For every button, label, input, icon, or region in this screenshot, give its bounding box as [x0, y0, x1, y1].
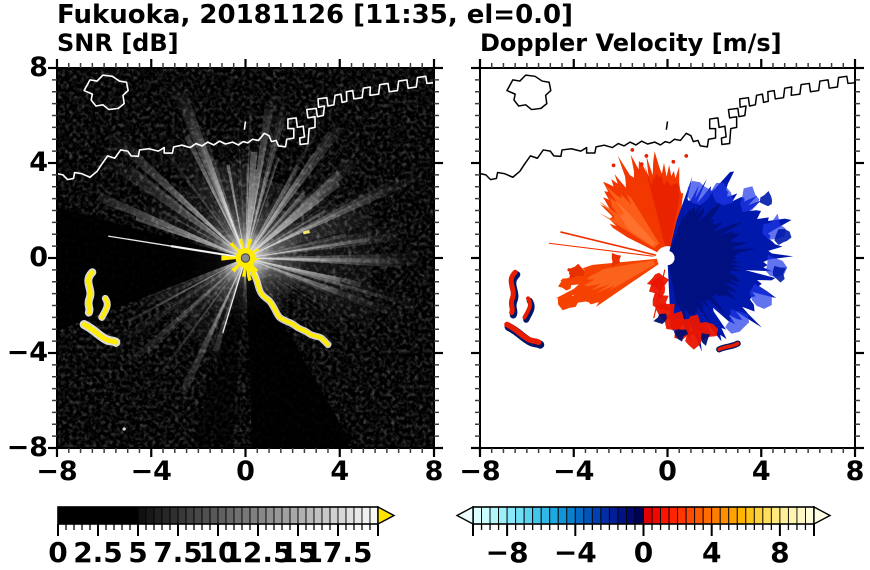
panel-title-snr: SNR [dB]	[57, 29, 179, 57]
dop-x-tick-label--8: −8	[459, 456, 501, 487]
snr-x-tick-label--4: −4	[130, 456, 172, 487]
radar-site-dot	[240, 253, 251, 263]
snr-radar-image	[57, 68, 434, 448]
dop-x-tick-label-8: 8	[845, 456, 865, 487]
snr-colorbar-label-0: 0	[48, 536, 68, 569]
panel-title-doppler: Doppler Velocity [m/s]	[480, 29, 782, 57]
snr-colorbar-label-17.5: 17.5	[303, 536, 373, 569]
dop-x-tick-label-0: 0	[658, 456, 677, 487]
y-tick-label--8: −8	[6, 432, 48, 463]
snr-colorbar-label-2.5: 2.5	[73, 536, 123, 569]
snr-x-tick-label-8: 8	[424, 456, 444, 487]
dop-x-tick-label-4: 4	[751, 456, 771, 487]
snr-colorbar-label-12.5: 12.5	[223, 536, 293, 569]
doppler-panel	[471, 59, 864, 457]
doppler-colorbar-label-4: 4	[701, 536, 722, 569]
snr-x-tick-label--8: −8	[36, 456, 78, 487]
y-tick-label-0: 0	[29, 242, 48, 273]
doppler-colorbar-label-−4: −4	[553, 536, 597, 569]
snr-x-tick-label-0: 0	[236, 456, 255, 487]
snr-panel	[48, 59, 443, 457]
doppler-colorbar-label-8: 8	[770, 536, 790, 569]
snr-colorbar-label-15: 15	[278, 536, 318, 569]
radar-site-dot	[660, 250, 675, 266]
doppler-colorbar-label-−8: −8	[485, 536, 529, 569]
figure-title: Fukuoka, 20181126 [11:35, el=0.0]	[57, 0, 574, 30]
snr-colorbar-label-5: 5	[128, 536, 148, 569]
snr-x-tick-label-4: 4	[330, 456, 350, 487]
snr-colorbar-label-10: 10	[198, 536, 238, 569]
dop-x-tick-label--4: −4	[553, 456, 595, 487]
doppler-colorbar-label-0: 0	[633, 536, 654, 569]
y-tick-label-4: 4	[29, 147, 48, 178]
y-tick-label-8: 8	[29, 52, 48, 83]
snr-colorbar-label-7.5: 7.5	[153, 536, 203, 569]
doppler-radar-image	[480, 68, 855, 448]
y-tick-label--4: −4	[6, 337, 48, 368]
